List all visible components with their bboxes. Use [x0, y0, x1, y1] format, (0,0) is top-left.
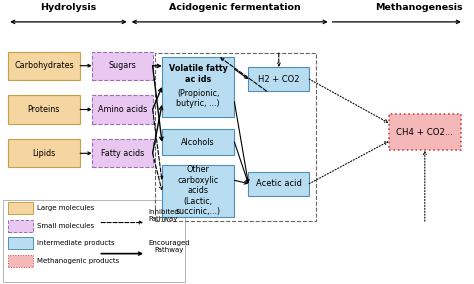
Text: Encouraged
Pathway: Encouraged Pathway	[148, 240, 190, 253]
Text: Large molecules: Large molecules	[37, 205, 94, 211]
Text: (Propionic,
butyric, ...): (Propionic, butyric, ...)	[176, 89, 220, 108]
Text: Carbohydrates: Carbohydrates	[14, 61, 74, 70]
Bar	[389, 114, 461, 151]
Text: H2 + CO2: H2 + CO2	[258, 75, 300, 83]
Text: Hydrolysis: Hydrolysis	[40, 3, 97, 12]
Text: Alcohols: Alcohols	[182, 137, 215, 147]
Text: Volatile fatty
ac ids: Volatile fatty ac ids	[169, 64, 228, 83]
Bar	[92, 139, 153, 168]
Bar	[3, 200, 185, 282]
Bar	[162, 129, 234, 155]
Bar	[92, 52, 153, 80]
Bar	[92, 95, 153, 124]
Text: Acetic acid: Acetic acid	[256, 179, 302, 188]
Bar	[248, 67, 309, 91]
Bar	[8, 139, 80, 168]
Text: Amino acids: Amino acids	[98, 105, 147, 114]
Bar	[8, 255, 33, 267]
Bar	[162, 165, 234, 217]
Text: Lipids: Lipids	[32, 149, 55, 158]
Bar	[8, 237, 33, 249]
Text: Fatty acids: Fatty acids	[100, 149, 144, 158]
Text: Proteins: Proteins	[28, 105, 60, 114]
Text: Intermediate products: Intermediate products	[37, 240, 115, 246]
Text: Small molecules: Small molecules	[37, 223, 94, 229]
Text: Acidogenic fermentation: Acidogenic fermentation	[168, 3, 300, 12]
Text: Other
carboxylic
acids
(Lactic,
succinic,...): Other carboxylic acids (Lactic, succinic…	[175, 166, 221, 216]
Text: Methanogenic products: Methanogenic products	[37, 258, 119, 264]
Bar	[8, 220, 33, 231]
Text: CH4 + CO2...: CH4 + CO2...	[396, 128, 453, 137]
Text: Sugars: Sugars	[109, 61, 136, 70]
Bar	[155, 53, 316, 221]
Bar	[8, 52, 80, 80]
Bar	[8, 95, 80, 124]
Bar	[8, 202, 33, 214]
Bar	[248, 172, 309, 196]
Text: Methanogenesis: Methanogenesis	[375, 3, 463, 12]
Text: Inhibited
Pathway: Inhibited Pathway	[148, 209, 179, 222]
Bar	[162, 57, 234, 116]
